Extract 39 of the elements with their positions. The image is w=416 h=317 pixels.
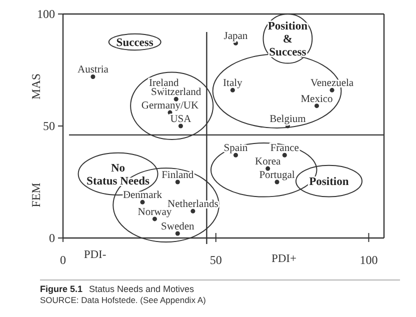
x-tick-label: 0 (60, 253, 66, 267)
data-label: Finland (162, 170, 194, 181)
text: Status Needs and Motives (89, 284, 195, 294)
data-label: Denmark (122, 190, 163, 202)
point (174, 96, 178, 102)
point (282, 152, 287, 158)
data-label: Portugal (259, 170, 295, 181)
text: MAS (29, 73, 43, 100)
point (175, 180, 180, 184)
source-note: SOURCE: Data Hofstede. (See Appendix A) (40, 295, 206, 305)
point (266, 166, 270, 171)
data-label: Norway (138, 206, 172, 218)
data-label: Korea (255, 156, 281, 168)
data-label: Italy (223, 78, 244, 90)
data-label: France (270, 143, 300, 154)
data-label: Sweden (161, 222, 196, 233)
data-label: Germany/UK (141, 100, 199, 112)
data-label: Austria (78, 64, 109, 76)
data-label: USA (170, 114, 192, 125)
y-tick-label: 50 (43, 119, 55, 134)
text: PDI+ (271, 253, 297, 265)
y-tick-label: 0 (49, 231, 55, 246)
data-label: Japan (224, 31, 248, 42)
data-label: Belgium (270, 114, 306, 125)
point (90, 74, 96, 79)
data-label: Switzerland (151, 87, 202, 98)
point (175, 231, 180, 236)
data-label: Ireland (149, 78, 180, 90)
y-tick-label: 100 (37, 7, 55, 22)
annotation: Success (116, 37, 154, 50)
annotation: Position (309, 176, 350, 188)
text: PDI- (84, 249, 106, 261)
point (140, 200, 145, 204)
text: Figure 5.1 (40, 284, 83, 294)
point (178, 124, 183, 128)
x-tick-label: 100 (360, 253, 378, 267)
x-tick-label: 50 (210, 253, 222, 267)
data-label: Mexico (300, 94, 333, 105)
text: FEM (29, 182, 43, 208)
